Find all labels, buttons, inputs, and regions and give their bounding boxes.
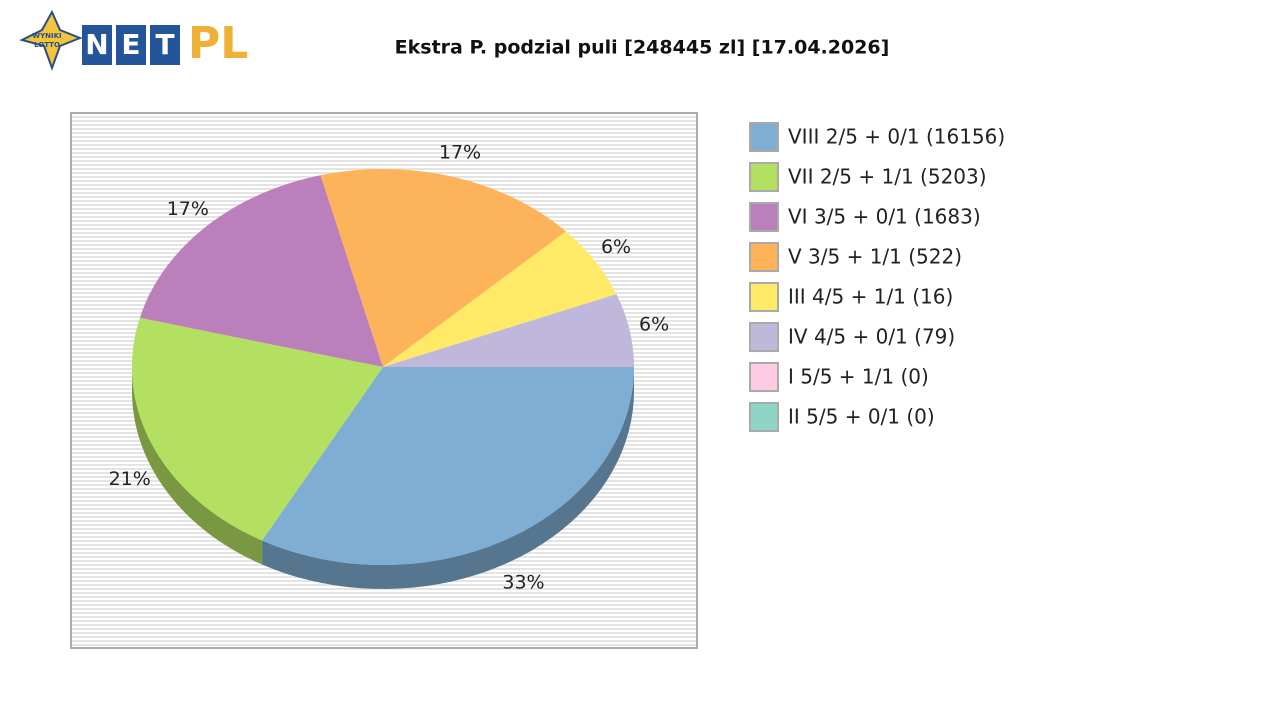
data-label: 17% [167, 198, 209, 220]
legend-swatch [749, 122, 779, 152]
slice-side [132, 367, 263, 565]
data-label: 17% [439, 141, 481, 163]
data-label: 6% [601, 236, 631, 258]
legend-swatch [749, 402, 779, 432]
legend-swatch [749, 362, 779, 392]
legend-swatch [749, 322, 779, 352]
legend-label: VII 2/5 + 1/1 (5203) [788, 165, 987, 189]
logo-suffix: PL [188, 18, 248, 69]
legend-label: II 5/5 + 0/1 (0) [788, 405, 935, 429]
pie: 33% 21% 17% 17% 6% 6% [109, 141, 670, 593]
logo-letter: E [121, 28, 140, 61]
data-label: 33% [502, 571, 544, 593]
legend: VIII 2/5 + 0/1 (16156) VII 2/5 + 1/1 (520… [749, 122, 1005, 432]
legend-swatch [749, 202, 779, 232]
legend-swatch [749, 282, 779, 312]
slice [139, 175, 383, 367]
legend-label: VIII 2/5 + 0/1 (16156) [788, 125, 1005, 149]
logo-badge: WYNIKI [32, 32, 61, 40]
chart-title: Ekstra P. podzial puli [248445 zl] [17.0… [395, 37, 890, 59]
slice-side [262, 367, 634, 589]
legend-label: I 5/5 + 1/1 (0) [788, 365, 929, 389]
data-label: 6% [639, 314, 669, 336]
logo: WYNIKI LOTTO N E T PL [19, 9, 248, 71]
slice [132, 317, 383, 541]
slice [383, 231, 617, 367]
logo-letter: N [85, 28, 108, 61]
legend-label: IV 4/5 + 0/1 (79) [788, 325, 955, 349]
slice [262, 367, 634, 565]
legend-swatch [749, 162, 779, 192]
logo-letter: T [155, 28, 174, 61]
legend-label: III 4/5 + 1/1 (16) [788, 285, 953, 309]
legend-swatch [749, 242, 779, 272]
legend-label: VI 3/5 + 0/1 (1683) [788, 205, 981, 229]
legend-label: V 3/5 + 1/1 (522) [788, 245, 962, 269]
slice [320, 169, 566, 367]
data-label: 21% [109, 468, 151, 490]
slice [383, 294, 634, 367]
logo-badge: LOTTO [34, 41, 60, 49]
